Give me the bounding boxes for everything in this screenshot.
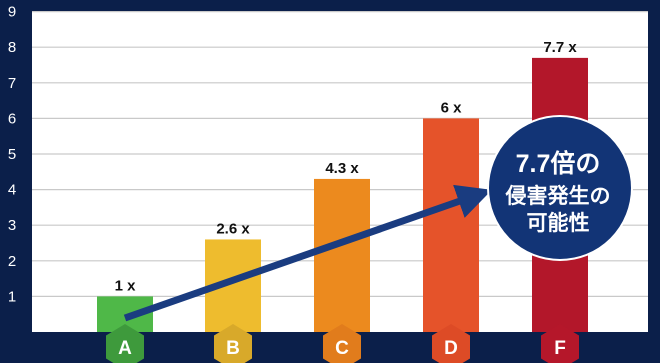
y-tick-label: 9 [8,4,16,21]
trend-arrow [123,184,492,322]
category-label: C [335,338,349,359]
category-label: D [444,338,458,359]
category-badge [214,324,252,363]
callout-line-1: 7.7倍の [516,149,601,178]
callout-circle [487,115,633,261]
y-axis-ticks: 1 2 3 4 5 6 7 8 9 [8,4,16,306]
y-tick-label: 6 [8,110,16,127]
category-badge [432,324,470,363]
y-tick-label: 2 [8,253,16,270]
bar-d [423,118,479,333]
y-tick-label: 3 [8,217,16,234]
y-tick-label: 5 [8,146,16,163]
category-badge [541,324,579,363]
data-label: 6 x [441,99,463,116]
y-tick-label: 8 [8,39,16,56]
y-tick-label: 7 [8,75,16,92]
category-badge [323,324,361,363]
y-tick-label: 4 [8,182,16,199]
bar-c [314,178,370,332]
data-labels: 1 x 2.6 x 4.3 x 6 x 7.7 x [115,39,578,295]
category-label: B [226,338,240,359]
data-label: 4.3 x [325,160,359,177]
callout-bubble: 7.7倍の 侵害発生の 可能性 [487,115,633,261]
callout-line-3: 可能性 [527,211,590,235]
category-label: A [118,338,132,359]
y-tick-label: 1 [8,288,16,305]
category-label: F [554,338,566,359]
data-label: 2.6 x [216,220,250,237]
callout-line-2: 侵害発生の [505,184,611,208]
data-label: 1 x [115,277,137,294]
category-badge [106,324,144,363]
data-label: 7.7 x [543,39,577,56]
